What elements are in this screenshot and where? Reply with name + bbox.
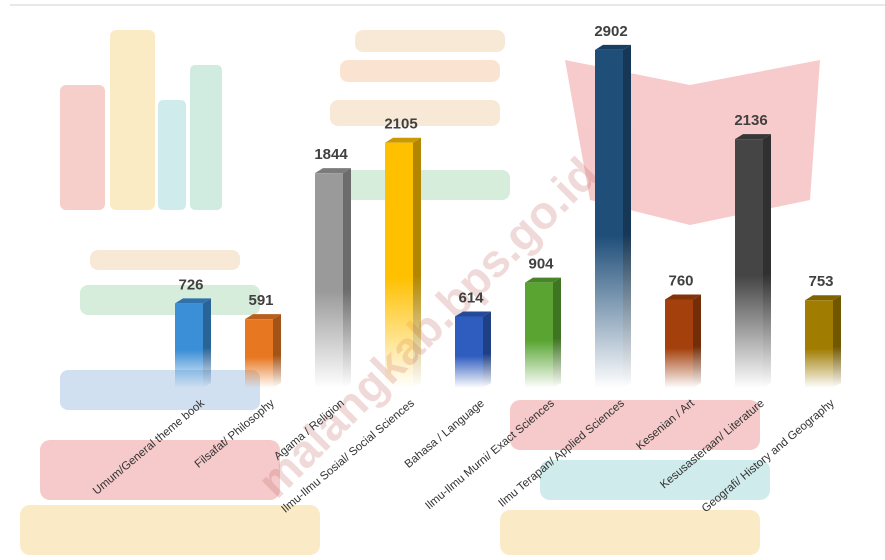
bar-side <box>833 295 841 388</box>
value-label: 753 <box>808 273 833 290</box>
bar-group <box>175 298 211 388</box>
bar-top <box>455 311 491 317</box>
bar <box>735 139 763 388</box>
bar <box>175 303 203 388</box>
value-label: 726 <box>178 276 203 293</box>
value-label: 591 <box>248 292 273 309</box>
bar-side <box>623 44 631 389</box>
bar-side <box>203 298 211 388</box>
bar-side <box>343 168 351 388</box>
bar-side <box>413 137 421 388</box>
value-label: 2902 <box>594 23 627 40</box>
value-label: 614 <box>458 289 484 306</box>
bar-side <box>693 294 701 388</box>
bar-top <box>525 277 561 283</box>
bar <box>525 282 553 388</box>
value-label: 760 <box>668 272 693 289</box>
bar <box>595 49 623 389</box>
bar <box>315 173 343 388</box>
bar-top <box>385 137 421 143</box>
bar-group <box>245 314 281 388</box>
value-label: 2105 <box>384 116 417 133</box>
bar-side <box>763 134 771 388</box>
bar-group <box>805 295 841 388</box>
bar-group <box>315 168 351 388</box>
bar-group <box>595 44 631 389</box>
bar <box>665 299 693 388</box>
bar-group <box>385 137 421 388</box>
bar-group <box>455 311 491 388</box>
bar-group <box>525 277 561 388</box>
bar-top <box>595 44 631 50</box>
bar-top <box>665 294 701 300</box>
bar-top <box>175 298 211 304</box>
bar-side <box>483 311 491 388</box>
bar-top <box>805 295 841 301</box>
bar-side <box>273 314 281 388</box>
bar-top <box>245 314 281 320</box>
bar <box>455 316 483 388</box>
value-label: 2136 <box>734 112 767 129</box>
bar-top <box>735 134 771 140</box>
bar-group <box>665 294 701 388</box>
value-label: 904 <box>528 256 554 273</box>
bar <box>385 142 413 388</box>
bar <box>245 319 273 388</box>
value-label: 1844 <box>314 146 348 163</box>
bar-group <box>735 134 771 388</box>
bar-top <box>315 168 351 174</box>
bar-side <box>553 277 561 388</box>
bar <box>805 300 833 388</box>
book-illustration <box>20 30 820 555</box>
